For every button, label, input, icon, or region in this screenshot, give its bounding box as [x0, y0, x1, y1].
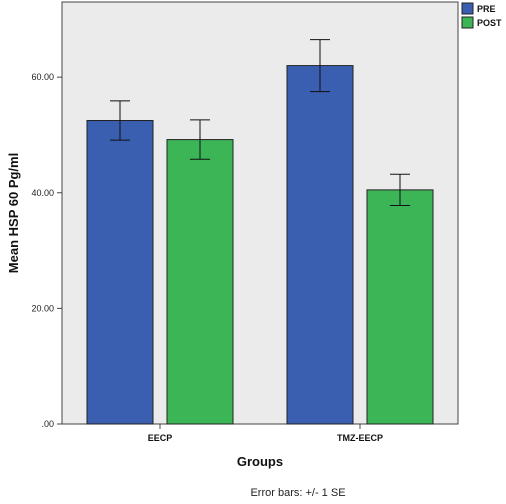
error-bar	[110, 100, 130, 141]
error-bar	[310, 39, 330, 93]
footnote: Error bars: +/- 1 SE	[250, 487, 345, 499]
legend-label-pre: PRE	[477, 4, 496, 14]
legend-swatch-post	[461, 16, 474, 29]
x-axis-title: Groups	[237, 454, 283, 469]
y-tick-label: 40.00	[31, 188, 54, 198]
bar-post-tmz-eecp	[366, 189, 434, 425]
y-axis-title: Mean HSP 60 Pg/ml	[6, 153, 21, 273]
y-tick-label: 60.00	[31, 72, 54, 82]
x-tick-label: EECP	[148, 433, 173, 443]
legend: PRE POST	[461, 2, 502, 29]
legend-swatch-pre	[461, 2, 474, 15]
y-tick-label: .00	[41, 419, 54, 429]
x-tick-label: TMZ-EECP	[337, 433, 383, 443]
error-bar	[190, 119, 210, 160]
bar-post-eecp	[166, 139, 234, 425]
error-bar	[390, 173, 410, 206]
y-tick-label: 20.00	[31, 303, 54, 313]
legend-label-post: POST	[477, 18, 502, 28]
bar-pre-eecp	[86, 120, 154, 425]
bar-pre-tmz-eecp	[286, 65, 354, 425]
